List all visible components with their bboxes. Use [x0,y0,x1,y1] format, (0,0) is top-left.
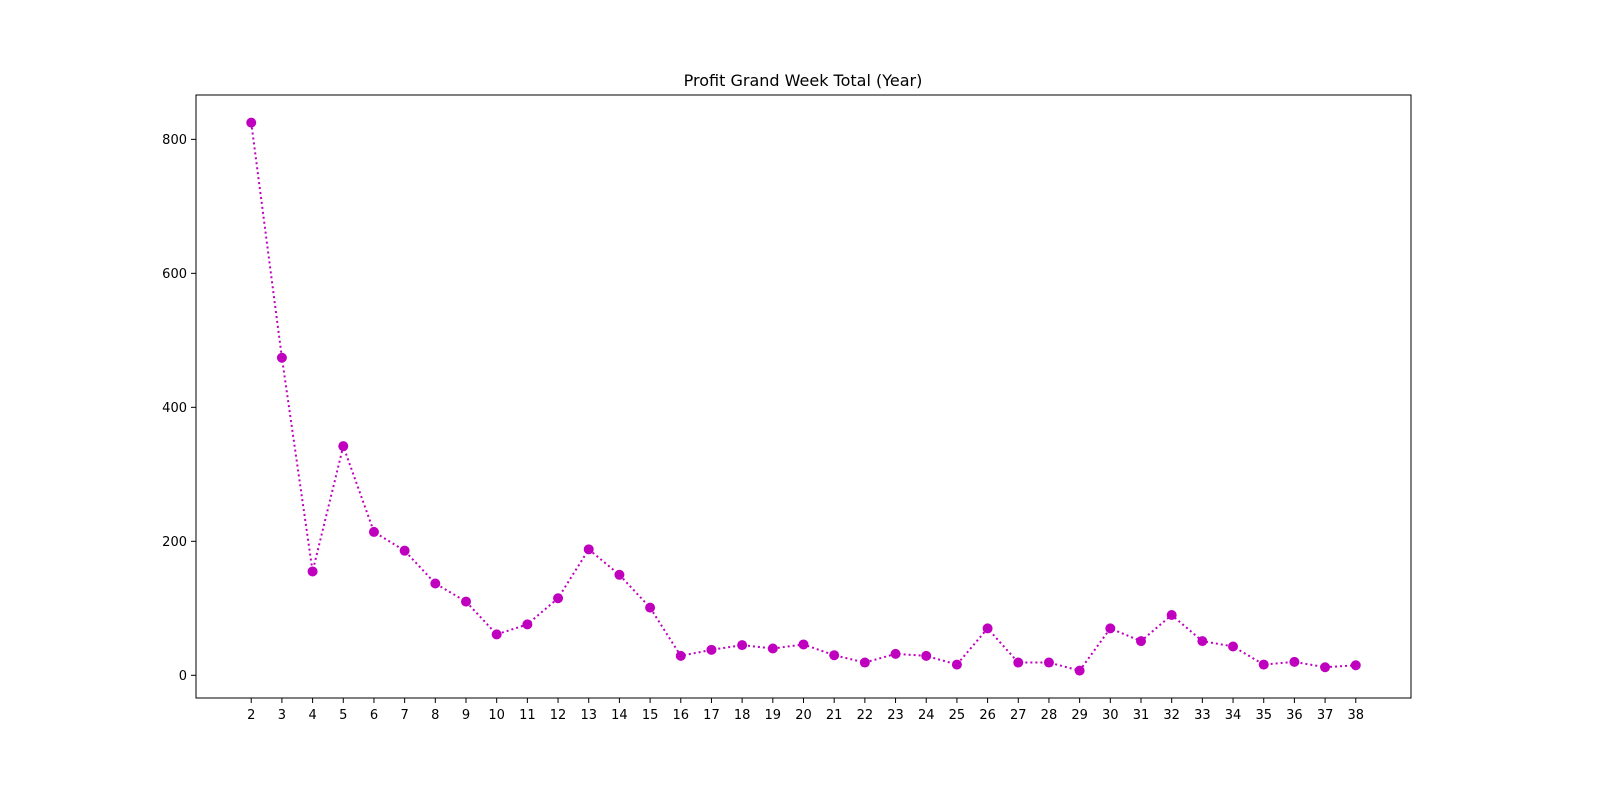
data-point [399,545,410,556]
x-tick-label: 8 [431,708,439,723]
x-tick-label: 36 [1286,708,1303,723]
data-point [706,644,717,655]
x-tick-label: 3 [278,708,286,723]
x-tick-label: 6 [370,708,378,723]
data-point [1289,656,1300,667]
x-tick-label: 26 [979,708,996,723]
data-point [491,629,502,640]
x-tick-label: 2 [247,708,255,723]
data-point [798,639,809,650]
x-tick-label: 35 [1255,708,1272,723]
x-tick-label: 14 [611,708,628,723]
data-point [1166,609,1177,620]
x-tick-label: 27 [1010,708,1027,723]
data-point [675,650,686,661]
data-point [1074,665,1085,676]
y-tick-label: 200 [162,535,187,550]
x-tick-label: 25 [949,708,966,723]
data-point [829,650,840,661]
data-point [767,643,778,654]
x-tick-label: 37 [1317,708,1334,723]
data-point [1136,636,1146,647]
x-tick-label: 12 [550,708,567,723]
y-tick-label: 600 [162,267,187,282]
x-tick-label: 5 [339,708,347,723]
data-point [737,640,748,651]
data-point [307,566,318,577]
x-tick-label: 9 [462,708,470,723]
data-point [1350,660,1361,671]
x-tick-label: 33 [1194,708,1211,723]
data-point [1105,623,1116,634]
x-tick-label: 18 [734,708,751,723]
series-line [250,122,1356,672]
x-tick-label: 24 [918,708,935,723]
x-tick-label: 4 [308,708,316,723]
data-point [368,526,379,537]
x-tick-label: 31 [1133,708,1150,723]
x-tick-label: 21 [826,708,843,723]
data-point [553,593,564,604]
data-point [522,619,533,630]
data-point [890,648,901,659]
x-tick-label: 10 [488,708,505,723]
x-tick-label: 16 [672,708,689,723]
x-tick-label: 20 [795,708,812,723]
data-point [1320,662,1331,673]
data-point [583,544,594,555]
data-point [1197,636,1208,647]
data-point [951,659,962,670]
data-point [921,650,932,661]
data-point [1013,657,1024,668]
y-tick-label: 400 [162,401,187,416]
x-tick-label: 22 [857,708,874,723]
x-tick-label: 34 [1225,708,1242,723]
x-tick-label: 17 [703,708,720,723]
data-point [859,657,870,668]
chart-title: Profit Grand Week Total (Year) [684,71,923,90]
y-tick-label: 0 [179,669,187,684]
x-tick-label: 23 [887,708,904,723]
data-point [645,602,656,613]
x-tick-label: 13 [580,708,597,723]
data-point [982,623,993,634]
data-point [246,117,257,128]
y-tick-label: 800 [162,133,187,148]
x-tick-label: 38 [1347,708,1364,723]
x-tick-label: 32 [1163,708,1180,723]
x-tick-label: 30 [1102,708,1119,723]
x-tick-label: 11 [519,708,536,723]
data-point [614,569,625,580]
data-point [430,578,441,589]
x-tick-label: 28 [1041,708,1058,723]
data-point [1043,657,1054,668]
x-tick-label: 29 [1071,708,1088,723]
data-point [338,441,349,452]
x-tick-label: 15 [642,708,659,723]
x-tick-label: 7 [400,708,408,723]
data-point [1228,641,1239,652]
plot-frame [195,94,1412,699]
data-point [276,352,287,363]
data-point [1258,659,1269,670]
x-tick-label: 19 [765,708,782,723]
data-point [461,596,471,607]
